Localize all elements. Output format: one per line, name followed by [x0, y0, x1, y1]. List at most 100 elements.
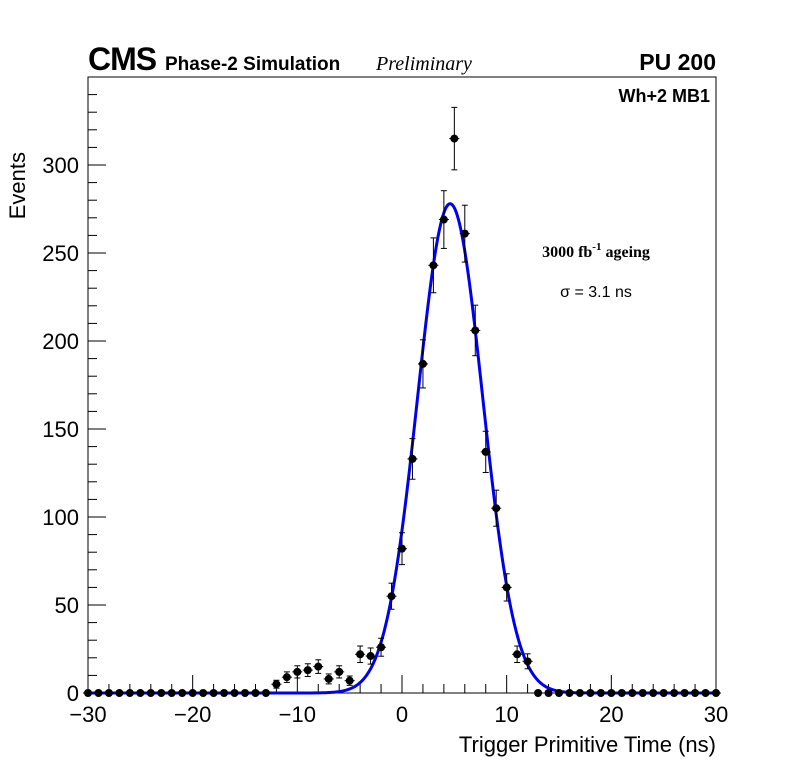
point-marker [188, 689, 197, 697]
data-point [700, 689, 711, 697]
plot-frame [87, 76, 717, 694]
point-marker [450, 134, 459, 143]
y-tick-labels: 0 50 100 150 200 250 300 [42, 153, 79, 706]
axis-ticks [87, 76, 717, 694]
point-marker [272, 680, 281, 689]
data-point [187, 689, 198, 697]
data-point [83, 689, 93, 697]
data-point [564, 689, 575, 697]
x-tick-label: −30 [69, 702, 106, 727]
point-marker [146, 689, 155, 697]
point-marker [324, 674, 333, 683]
x-tick-label: 10 [494, 702, 518, 727]
data-point [323, 673, 334, 685]
point-marker [481, 447, 490, 456]
data-point [585, 689, 596, 697]
data-point [198, 689, 209, 697]
point-marker [345, 676, 354, 685]
point-marker [617, 689, 626, 697]
point-marker [209, 689, 218, 697]
ageing-label: 3000 fb-1 ageing [542, 241, 650, 261]
point-marker [712, 689, 720, 697]
y-tick-label: 200 [42, 329, 79, 354]
point-marker [356, 650, 365, 659]
data-point [512, 645, 523, 664]
data-point [355, 645, 366, 664]
data-points [83, 106, 721, 697]
point-marker [670, 689, 679, 697]
x-tick-label: −10 [279, 702, 316, 727]
point-marker [649, 689, 658, 697]
point-marker [94, 689, 103, 697]
data-point [606, 689, 617, 697]
data-point [250, 689, 261, 697]
data-point [397, 532, 407, 566]
point-marker [460, 229, 469, 238]
data-point [669, 689, 680, 697]
x-tick-labels: −30 −20 −10 0 10 20 30 [69, 702, 728, 727]
data-point [344, 675, 355, 686]
data-point [229, 689, 240, 697]
point-marker [199, 689, 208, 697]
x-tick-label: 30 [704, 702, 728, 727]
data-point [177, 689, 188, 697]
data-point [240, 689, 250, 697]
data-point [616, 689, 627, 697]
gaussian-fit [88, 202, 716, 695]
data-point [627, 689, 638, 697]
point-marker [680, 689, 689, 697]
data-point [438, 190, 449, 249]
data-point [271, 679, 282, 689]
point-marker [220, 689, 229, 697]
point-marker [534, 689, 543, 697]
point-marker [84, 689, 92, 697]
point-marker [492, 504, 501, 513]
data-point [428, 237, 439, 294]
experiment-label: CMS [88, 41, 157, 77]
data-point [219, 689, 230, 697]
point-marker [157, 689, 166, 697]
data-point [637, 689, 648, 697]
point-marker [115, 689, 124, 697]
x-tick-label: −20 [174, 702, 211, 727]
data-point [648, 689, 659, 697]
data-point [365, 647, 376, 665]
y-tick-label: 300 [42, 153, 79, 178]
point-marker [544, 689, 553, 697]
point-marker [471, 326, 480, 335]
data-point [470, 304, 481, 357]
point-marker [178, 689, 187, 697]
point-marker [261, 689, 270, 697]
ageing-sup: -1 [592, 241, 601, 253]
data-point [711, 689, 721, 697]
y-tick-label: 50 [55, 593, 79, 618]
point-marker [387, 592, 396, 601]
ageing-rest: ageing [601, 244, 649, 261]
data-point [376, 637, 387, 657]
data-point [124, 689, 135, 697]
point-marker [251, 689, 260, 697]
data-point [281, 671, 292, 683]
point-marker [607, 689, 616, 697]
data-point [145, 689, 156, 697]
x-axis-title: Trigger Primitive Time (ns) [459, 732, 716, 757]
data-point [407, 438, 418, 480]
data-point [554, 689, 564, 697]
simulation-label: Phase-2 Simulation [165, 54, 340, 75]
point-marker [513, 650, 522, 659]
data-point [156, 689, 167, 697]
data-point [114, 689, 125, 697]
point-marker [125, 689, 134, 697]
point-marker [638, 689, 647, 697]
data-point [543, 689, 554, 697]
point-marker [241, 689, 249, 697]
data-point [491, 489, 502, 527]
y-axis-title: Events [5, 152, 30, 219]
data-point [417, 339, 428, 389]
data-point [658, 689, 669, 697]
data-point [679, 689, 690, 697]
status-label: Preliminary [375, 53, 472, 75]
point-marker [586, 689, 595, 697]
